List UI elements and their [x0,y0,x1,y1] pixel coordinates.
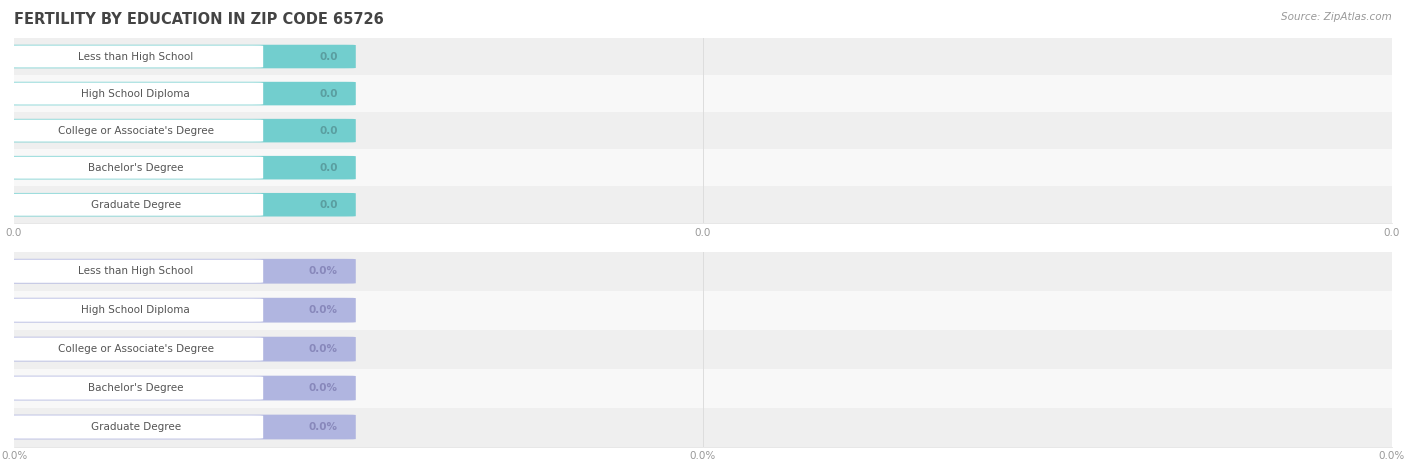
FancyBboxPatch shape [3,259,356,284]
FancyBboxPatch shape [8,260,263,283]
Text: Source: ZipAtlas.com: Source: ZipAtlas.com [1281,12,1392,22]
Text: 0.0%: 0.0% [309,383,337,393]
Text: 0.0: 0.0 [319,125,337,136]
FancyBboxPatch shape [3,45,356,68]
Text: FERTILITY BY EDUCATION IN ZIP CODE 65726: FERTILITY BY EDUCATION IN ZIP CODE 65726 [14,12,384,27]
FancyBboxPatch shape [3,376,356,400]
Text: College or Associate's Degree: College or Associate's Degree [58,125,214,136]
FancyBboxPatch shape [14,38,1392,75]
Text: 0.0%: 0.0% [309,422,337,432]
FancyBboxPatch shape [8,299,263,322]
FancyBboxPatch shape [14,369,1392,408]
FancyBboxPatch shape [3,298,356,323]
Text: Bachelor's Degree: Bachelor's Degree [89,383,184,393]
Text: High School Diploma: High School Diploma [82,305,190,315]
FancyBboxPatch shape [8,338,263,361]
Text: Bachelor's Degree: Bachelor's Degree [89,162,184,173]
FancyBboxPatch shape [8,377,263,399]
FancyBboxPatch shape [8,46,263,67]
FancyBboxPatch shape [14,112,1392,149]
Text: 0.0%: 0.0% [309,266,337,276]
FancyBboxPatch shape [3,119,356,142]
Text: Graduate Degree: Graduate Degree [91,422,181,432]
FancyBboxPatch shape [14,252,1392,291]
FancyBboxPatch shape [14,75,1392,112]
Text: 0.0: 0.0 [319,51,337,62]
FancyBboxPatch shape [14,149,1392,186]
FancyBboxPatch shape [14,186,1392,223]
Text: 0.0: 0.0 [319,200,337,210]
FancyBboxPatch shape [3,193,356,217]
FancyBboxPatch shape [3,156,356,180]
FancyBboxPatch shape [3,415,356,439]
Text: 0.0%: 0.0% [309,305,337,315]
Text: Less than High School: Less than High School [79,266,194,276]
FancyBboxPatch shape [3,337,356,361]
FancyBboxPatch shape [3,82,356,105]
Text: Less than High School: Less than High School [79,51,194,62]
FancyBboxPatch shape [14,408,1392,446]
FancyBboxPatch shape [8,194,263,216]
FancyBboxPatch shape [8,83,263,104]
Text: Graduate Degree: Graduate Degree [91,200,181,210]
Text: 0.0: 0.0 [319,162,337,173]
Text: 0.0: 0.0 [319,88,337,99]
FancyBboxPatch shape [8,157,263,179]
FancyBboxPatch shape [14,291,1392,330]
FancyBboxPatch shape [8,416,263,438]
Text: High School Diploma: High School Diploma [82,88,190,99]
FancyBboxPatch shape [14,330,1392,369]
FancyBboxPatch shape [8,120,263,142]
Text: College or Associate's Degree: College or Associate's Degree [58,344,214,354]
Text: 0.0%: 0.0% [309,344,337,354]
